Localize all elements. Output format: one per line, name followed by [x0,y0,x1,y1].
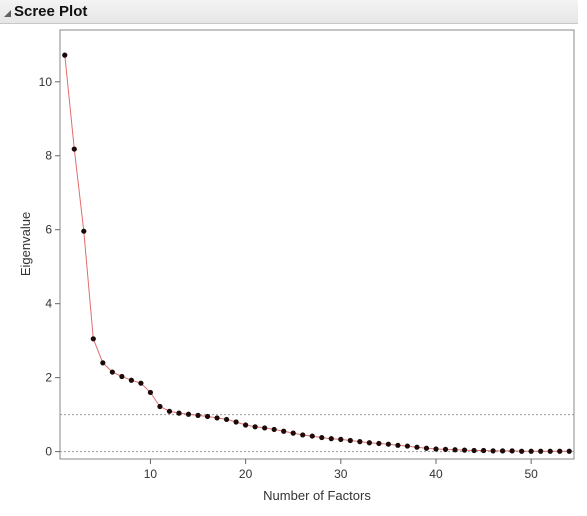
data-point[interactable] [119,373,125,380]
data-point[interactable] [319,434,325,441]
data-point[interactable] [338,436,344,442]
y-tick-label: 2 [45,371,52,385]
data-point[interactable] [480,447,487,454]
data-point[interactable] [176,410,182,416]
data-point[interactable] [442,446,449,452]
data-point[interactable] [500,448,506,454]
x-tick-label: 10 [144,467,158,481]
data-point[interactable] [166,408,173,414]
data-point[interactable] [519,448,525,454]
data-point[interactable] [404,443,411,449]
data-point[interactable] [243,422,249,428]
data-point[interactable] [385,441,391,447]
data-point[interactable] [128,377,134,383]
data-point[interactable] [452,447,458,453]
data-point[interactable] [185,411,192,417]
data-point[interactable] [195,412,201,418]
x-axis-title: Number of Factors [263,488,371,503]
data-point[interactable] [138,380,144,386]
data-point[interactable] [309,433,315,439]
data-point[interactable] [538,448,544,454]
y-tick-label: 0 [45,445,52,459]
x-tick-label: 20 [239,467,253,481]
data-point[interactable] [328,436,334,442]
data-point[interactable] [109,369,115,375]
data-point[interactable] [433,446,439,452]
data-point[interactable] [366,440,372,446]
data-point[interactable] [547,448,553,454]
data-point[interactable] [300,432,306,438]
disclosure-triangle-icon[interactable] [4,10,11,17]
plot-frame [59,29,575,460]
data-point[interactable] [376,440,382,447]
data-point[interactable] [271,426,277,433]
report-header: Scree Plot [0,0,578,24]
y-axis-title: Eigenvalue [18,212,33,276]
y-tick-label: 6 [45,223,52,237]
y-tick-label: 4 [45,297,52,311]
data-point[interactable] [81,228,87,234]
y-tick-label: 8 [45,149,52,163]
data-point[interactable] [557,448,563,454]
data-point[interactable] [528,448,534,454]
data-point[interactable] [214,415,220,421]
data-point[interactable] [281,428,287,434]
x-tick-label: 30 [334,467,348,481]
data-point[interactable] [147,389,154,396]
data-point[interactable] [509,448,515,454]
data-point[interactable] [223,416,230,423]
data-point[interactable] [347,437,353,444]
data-point[interactable] [290,430,296,436]
data-point[interactable] [204,413,211,420]
data-point[interactable] [566,448,572,454]
data-point[interactable] [90,336,96,342]
data-point[interactable] [262,425,268,431]
data-point[interactable] [357,439,363,445]
data-point[interactable] [233,419,239,425]
data-point[interactable] [157,403,163,410]
data-point[interactable] [490,448,496,454]
report-title: Scree Plot [14,3,88,20]
data-point[interactable] [100,360,106,366]
data-point[interactable] [423,445,430,451]
data-point[interactable] [471,447,477,454]
data-point[interactable] [71,146,77,152]
data-point[interactable] [252,424,258,430]
y-tick-label: 10 [39,75,53,89]
data-point[interactable] [414,444,420,450]
x-tick-label: 40 [429,467,443,481]
x-tick-label: 50 [524,467,538,481]
data-point[interactable] [461,447,468,453]
data-point[interactable] [62,52,68,58]
data-point[interactable] [395,442,401,448]
